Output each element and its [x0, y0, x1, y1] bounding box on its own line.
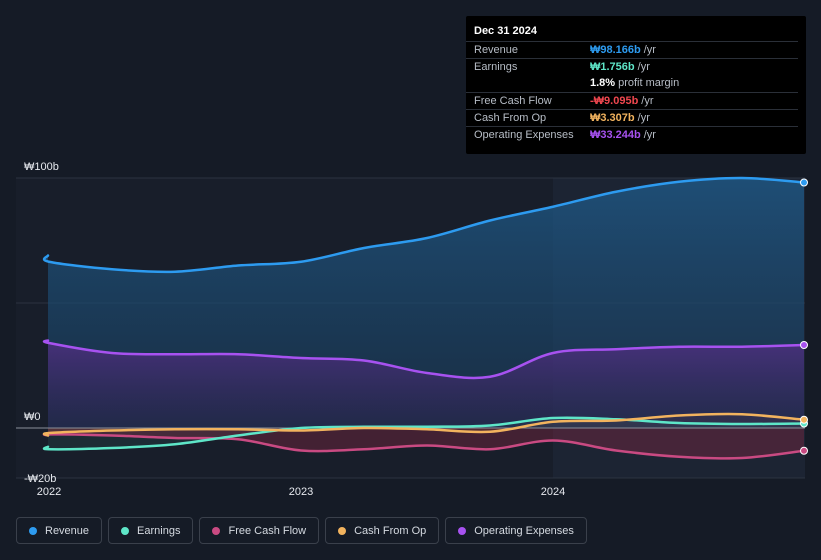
- tooltip-value: ₩3.307b/yr: [590, 112, 650, 124]
- legend-item-free-cash-flow[interactable]: Free Cash Flow: [199, 517, 320, 544]
- y-tick-label: ₩0: [24, 411, 41, 423]
- tooltip-date: Dec 31 2024: [474, 25, 537, 37]
- y-tick-label: -₩20b: [24, 473, 56, 485]
- tooltip-row-profit-margin: 1.8% profit margin: [466, 75, 798, 92]
- marker-cash-from-op: [800, 415, 808, 424]
- tooltip-label: Operating Expenses: [474, 129, 574, 141]
- tooltip-row-earnings: Earnings ₩1.756b/yr: [466, 58, 798, 76]
- marker-free-cash-flow: [800, 446, 808, 455]
- marker-operating-expenses: [800, 341, 808, 349]
- tooltip-row-revenue: Revenue ₩98.166b/yr: [466, 41, 798, 59]
- line-earnings: [42, 416, 806, 451]
- tooltip-label: Free Cash Flow: [474, 95, 552, 107]
- tooltip-label: Cash From Op: [474, 112, 547, 124]
- legend-dot-icon: [29, 526, 37, 535]
- tooltip-row-cash-from-op: Cash From Op ₩3.307b/yr: [466, 109, 798, 127]
- tooltip-value: -₩9.095b/yr: [590, 95, 654, 107]
- line-free-cash-flow: [42, 432, 806, 460]
- marker-revenue: [800, 178, 808, 187]
- data-tooltip: Dec 31 2024 Revenue ₩98.166b/yr Earnings…: [466, 16, 806, 154]
- legend-dot-icon: [458, 526, 467, 535]
- tooltip-value: ₩1.756b/yr: [590, 61, 650, 73]
- area-operating-expenses: [44, 340, 804, 428]
- legend-item-cash-from-op[interactable]: Cash From Op: [325, 517, 440, 544]
- chart-legend: Revenue Earnings Free Cash Flow Cash Fro…: [16, 517, 587, 544]
- legend-dot-icon: [121, 526, 130, 535]
- legend-label: Cash From Op: [354, 524, 427, 537]
- legend-item-revenue[interactable]: Revenue: [16, 517, 103, 544]
- line-revenue: [42, 176, 806, 274]
- tooltip-value: 1.8% profit margin: [590, 77, 680, 89]
- tooltip-value: ₩98.166b/yr: [590, 44, 656, 56]
- legend-label: Earnings: [137, 524, 181, 537]
- legend-item-earnings[interactable]: Earnings: [108, 517, 194, 544]
- legend-label: Operating Expenses: [474, 524, 574, 537]
- x-tick-label: 2023: [289, 486, 313, 498]
- legend-label: Revenue: [45, 524, 90, 537]
- x-tick-label: 2022: [37, 486, 61, 498]
- tooltip-value: ₩33.244b/yr: [590, 129, 656, 141]
- tooltip-row-operating-expenses: Operating Expenses ₩33.244b/yr: [466, 126, 798, 144]
- x-tick-label: 2024: [541, 486, 565, 498]
- y-tick-label: ₩100b: [24, 161, 59, 173]
- legend-item-operating-expenses[interactable]: Operating Expenses: [445, 517, 587, 544]
- legend-dot-icon: [212, 526, 221, 535]
- line-operating-expenses: [42, 339, 806, 380]
- tooltip-row-free-cash-flow: Free Cash Flow -₩9.095b/yr: [466, 92, 798, 110]
- legend-dot-icon: [338, 526, 347, 535]
- tooltip-label: Earnings: [474, 61, 518, 73]
- line-cash-from-op: [42, 412, 806, 437]
- tooltip-label: Revenue: [474, 44, 519, 56]
- legend-label: Free Cash Flow: [228, 524, 307, 537]
